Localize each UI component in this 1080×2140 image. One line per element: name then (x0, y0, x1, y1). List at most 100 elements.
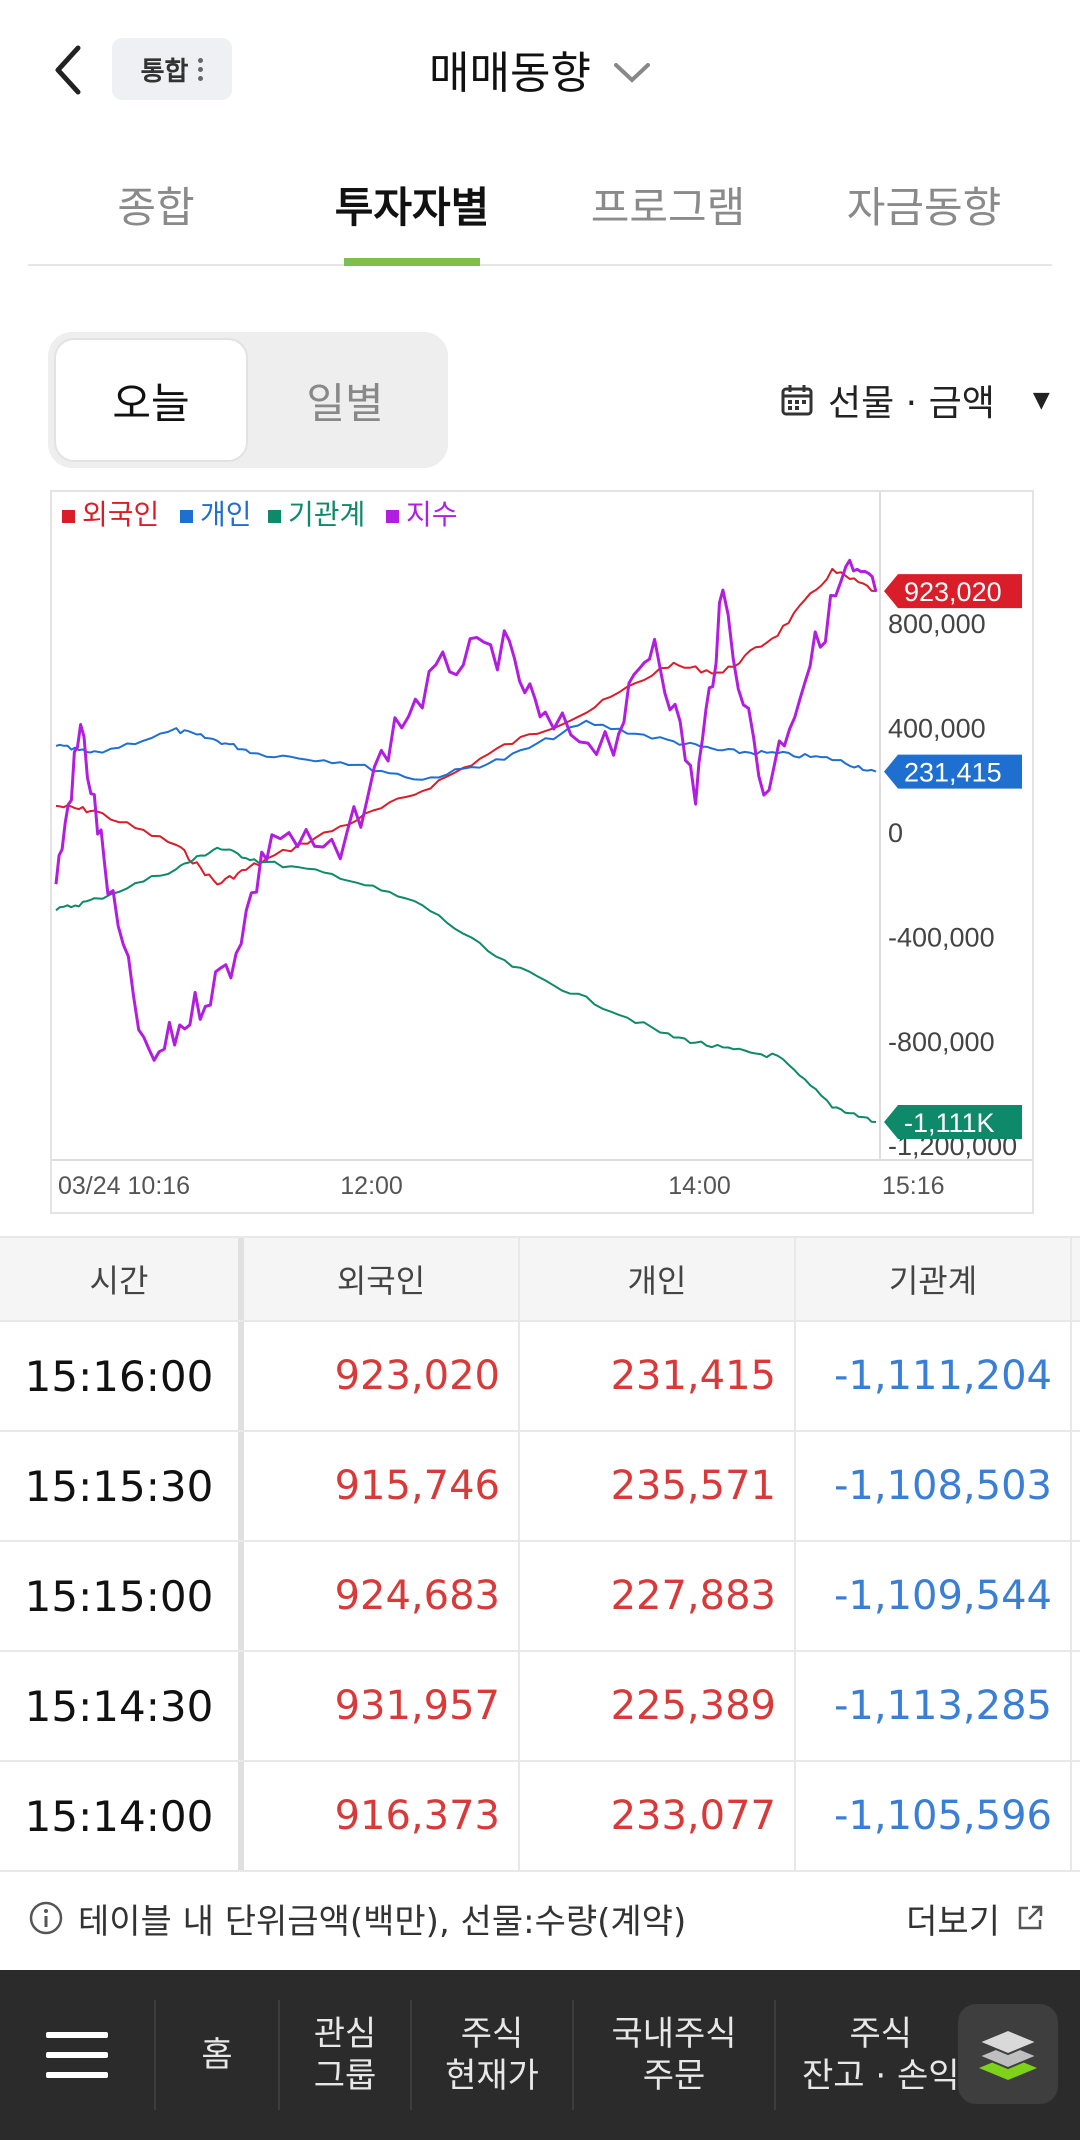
unit-note: 테이블 내 단위금액(백만), 선물:수량(계약) 더보기 (0, 1868, 1080, 1968)
period-segment: 오늘 일별 (48, 332, 448, 468)
x-tick-label: 14:00 (668, 1172, 731, 1200)
nav-domestic-order[interactable]: 국내주식 주문 (574, 2000, 776, 2110)
x-tick-label: 03/24 10:16 (58, 1172, 190, 1200)
tab-bar: 종합 투자자별 프로그램 자금동향 (28, 160, 1052, 266)
tab-program[interactable]: 프로그램 (540, 160, 796, 264)
chevron-left-icon (55, 45, 81, 95)
row-individual: 227,883 (520, 1542, 796, 1650)
legend-label: 개인 (200, 498, 252, 531)
table-row[interactable]: 15:16:00 923,020 231,415 -1,111,204 (0, 1322, 1080, 1432)
table-row[interactable]: 15:14:30 931,957 225,389 -1,113,285 (0, 1652, 1080, 1762)
series-line-2 (55, 846, 877, 1123)
legend-swatch (62, 510, 75, 523)
header-time: 시간 (0, 1238, 244, 1320)
market-badge[interactable]: 통합 (112, 38, 232, 100)
row-time: 15:16:00 (0, 1322, 244, 1430)
legend-label: 지수 (406, 498, 458, 531)
row-time: 15:15:30 (0, 1432, 244, 1540)
filter-label: 선물 · 금액 (828, 383, 995, 424)
x-tick-label: 15:16 (882, 1172, 945, 1200)
row-foreign: 923,020 (244, 1322, 520, 1430)
table-header: 시간 외국인 개인 기관계 (0, 1236, 1080, 1322)
caret-down-icon: ▼ (1032, 387, 1050, 413)
tab-label: 종합 (117, 183, 195, 232)
row-time: 15:15:00 (0, 1542, 244, 1650)
menu-button[interactable] (0, 2000, 156, 2110)
hamburger-menu-icon (46, 2032, 108, 2078)
table-row[interactable]: 15:15:30 915,746 235,571 -1,108,503 (0, 1432, 1080, 1542)
chevron-down-icon (613, 63, 650, 83)
legend-label: 기관계 (288, 498, 365, 531)
y-tick-label: 0 (888, 818, 903, 848)
row-foreign: 915,746 (244, 1432, 520, 1540)
y-tick-label: 400,000 (888, 714, 986, 744)
end-value-badge: 923,020 (884, 574, 1022, 609)
segment-daily[interactable]: 일별 (306, 378, 384, 428)
tab-summary[interactable]: 종합 (28, 160, 284, 264)
tab-label: 프로그램 (590, 183, 746, 232)
row-individual: 233,077 (520, 1762, 796, 1870)
y-tick-label: -800,000 (888, 1027, 995, 1057)
row-institution: -1,108,503 (796, 1432, 1072, 1540)
page-title-text: 매매동향 (429, 48, 591, 99)
more-vertical-icon (198, 57, 204, 81)
header-institution: 기관계 (796, 1238, 1072, 1320)
row-time: 15:14:30 (0, 1652, 244, 1760)
header-individual: 개인 (520, 1238, 796, 1320)
header-foreign: 외국인 (244, 1238, 520, 1320)
table-row[interactable]: 15:15:00 924,683 227,883 -1,109,544 (0, 1542, 1080, 1652)
investor-chart[interactable]: 800,000 400,000 0 -400,000 -800,000 -1,200,00… (50, 490, 1034, 1214)
tab-label: 투자자별 (334, 183, 490, 232)
bottom-nav: 홈 관심 그룹 주식 현재가 국내주식 주문 주식 잔고 · 손익 (0, 1970, 1080, 2140)
end-value-badge-bg (884, 754, 1022, 789)
x-tick-label: 12:00 (340, 1172, 403, 1200)
investor-table: 시간 외국인 개인 기관계 15:16:00 923,020 231,415 -… (0, 1236, 1080, 1872)
layers-button[interactable] (958, 2004, 1058, 2104)
end-value-badge-bg (884, 574, 1022, 609)
row-institution: -1,111,204 (796, 1322, 1072, 1430)
calendar-icon (781, 385, 813, 416)
row-individual: 225,389 (520, 1652, 796, 1760)
badge-label: 통합 (140, 56, 189, 87)
back-button[interactable] (46, 40, 90, 100)
end-value-text: -1,111K (904, 1108, 995, 1138)
nav-watchlist[interactable]: 관심 그룹 (280, 2000, 412, 2110)
layers-icon (976, 2028, 1040, 2080)
tab-label: 자금동향 (846, 183, 1002, 232)
row-institution: -1,113,285 (796, 1652, 1072, 1760)
page-title[interactable]: 매매동향 (0, 36, 1080, 102)
end-value-text: 231,415 (904, 758, 1002, 788)
end-value-text: 923,020 (904, 577, 1002, 607)
series-line-3 (54, 558, 878, 1062)
tab-fund-flow[interactable]: 자금동향 (796, 160, 1052, 264)
chart-svg: 800,000400,0000-400,000-800,000-1,200,00… (52, 492, 1032, 1200)
legend-swatch (268, 510, 281, 523)
legend-swatch (180, 510, 193, 523)
row-time: 15:14:00 (0, 1762, 244, 1870)
info-icon (29, 1901, 63, 1935)
row-institution: -1,109,544 (796, 1542, 1072, 1650)
table-row[interactable]: 15:14:00 916,373 233,077 -1,105,596 (0, 1762, 1080, 1872)
nav-home[interactable]: 홈 (156, 2000, 280, 2110)
row-foreign: 931,957 (244, 1652, 520, 1760)
nav-balance[interactable]: 주식 잔고 · 손익 (802, 2014, 960, 2096)
legend-label: 외국인 (82, 498, 159, 531)
row-foreign: 924,683 (244, 1542, 520, 1650)
nav-stock-price[interactable]: 주식 현재가 (412, 2000, 574, 2110)
y-tick-label: -400,000 (888, 922, 995, 952)
segment-today[interactable]: 오늘 (54, 338, 248, 462)
unit-note-text: 테이블 내 단위금액(백만), 선물:수량(계약) (78, 1901, 687, 1942)
more-link[interactable]: 더보기 (906, 1868, 1046, 1968)
row-institution: -1,105,596 (796, 1762, 1072, 1870)
tab-investor[interactable]: 투자자별 (284, 160, 540, 266)
row-individual: 235,571 (520, 1432, 796, 1540)
external-link-icon (1018, 1905, 1043, 1930)
legend-swatch (386, 510, 399, 523)
end-value-badge: 231,415 (884, 754, 1022, 789)
end-value-badge-bg (884, 1105, 1022, 1140)
more-label: 더보기 (906, 1901, 1000, 1942)
end-value-badge: -1,111K (884, 1105, 1022, 1140)
row-foreign: 916,373 (244, 1762, 520, 1870)
filter-dropdown[interactable]: 선물 · 금액 ▼ (780, 370, 1050, 430)
series-line-1 (55, 719, 877, 781)
